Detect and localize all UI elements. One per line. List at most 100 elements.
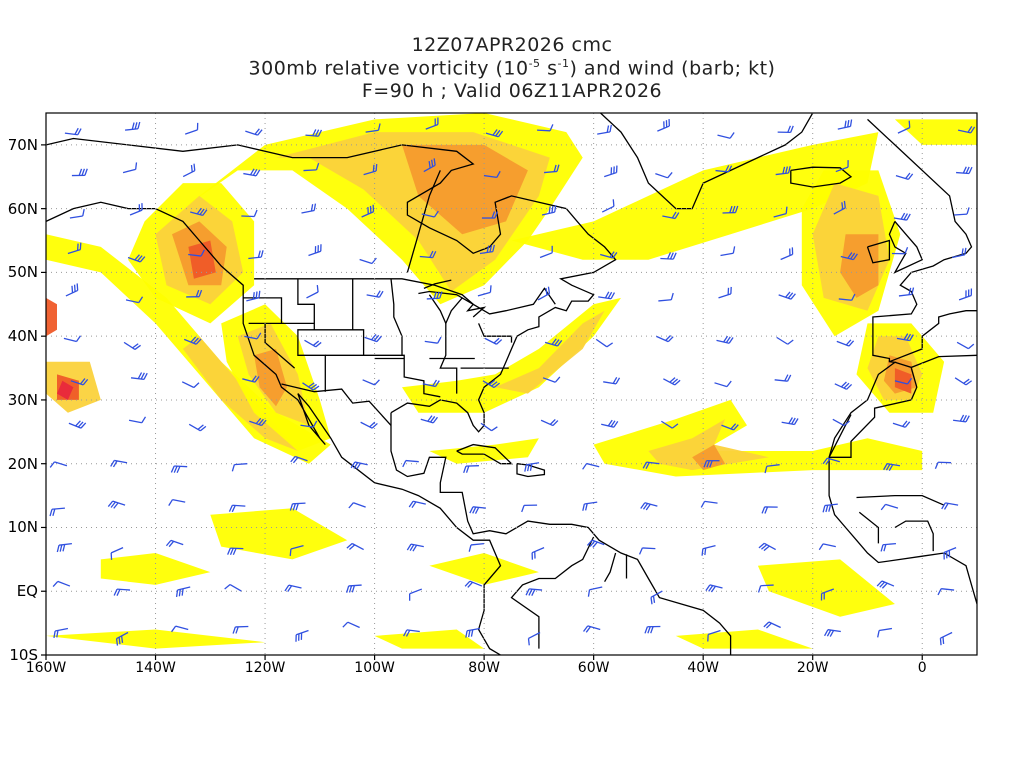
wind-barb-12 [717,132,735,139]
wind-barb-46 [833,200,846,215]
vorticity-contour-35 [46,629,266,649]
wind-barb-172 [701,544,716,556]
wind-barb-92 [716,335,734,344]
coastline-9 [866,239,891,264]
wind-barb-147 [168,499,186,506]
wind-barb-52 [248,250,264,260]
wind-barb-95 [896,333,914,342]
wind-barb-208 [939,631,953,646]
coastline-19 [352,278,441,398]
vorticity-contour-27 [894,368,912,394]
coastline-34 [858,511,880,544]
x-axis-label-2: 120W [244,660,286,676]
wind-barb-29 [775,166,791,176]
wind-barb-77 [778,291,796,300]
wind-barb-18 [122,162,138,174]
wind-barb-6 [365,123,381,133]
wind-barb-63 [891,246,909,255]
wind-barb-195 [171,625,189,633]
wind-barb-128 [953,414,970,423]
coastline-1 [46,137,617,433]
wind-barb-193 [53,627,69,638]
wind-barb-133 [290,455,308,464]
wind-barb-90 [595,338,614,348]
wind-barb-143 [883,463,901,471]
wind-barb-20 [243,168,261,177]
wind-barb-67 [186,289,203,298]
coastline-2 [390,412,732,655]
wind-barb-126 [832,418,850,427]
wind-barb-199 [403,629,420,637]
field-exp-a: -5 [528,57,541,70]
vorticity-contour-23 [894,119,977,145]
wind-barb-13 [777,125,794,134]
wind-barb-182 [346,584,362,593]
wind-barb-30 [835,160,849,173]
grid-lines [46,113,977,655]
wind-barb-22 [363,163,378,176]
wind-barb-180 [224,583,242,592]
wind-barb-161 [56,542,72,553]
x-axis-label-0: 160W [25,660,67,676]
wind-barb-24 [483,170,501,179]
coastline-8 [888,220,924,274]
x-axis-label-3: 100W [354,660,395,676]
wind-barb-178 [113,588,131,596]
field-exp-b: -1 [557,57,570,70]
field-label-a: 300mb relative vorticity (10 [248,57,529,80]
wind-barb-135 [402,459,419,468]
wind-barb-64 [951,247,967,259]
wind-barb-156 [700,500,718,508]
wind-barb-3 [184,122,199,135]
wind-barb-179 [175,586,191,597]
y-axis-label-1: 60N [7,199,38,218]
wind-barb-183 [408,588,423,601]
y-axis-label-2: 50N [7,263,38,282]
wind-barb-119 [420,415,438,424]
wind-barb-163 [165,539,184,548]
wind-barb-177 [52,580,71,588]
y-axis-label-4: 30N [7,390,38,409]
wind-barb-57 [539,245,553,259]
wind-barb-174 [818,543,836,551]
wind-barb-203 [644,625,661,634]
wind-barb-25 [544,164,560,174]
chart-title-valid: F=90 h ; Valid 06Z11APR2026 [361,80,663,102]
coastline-31 [829,367,918,458]
wind-barb-120 [480,422,498,432]
wind-barb-121 [540,418,559,427]
wind-barb-184 [464,580,483,588]
wind-barb-112 [954,377,973,386]
wind-barb-43 [662,211,680,220]
vorticity-contour-34 [757,559,895,617]
wind-barb-102 [362,379,380,386]
wind-barb-164 [227,547,244,556]
wind-barb-9 [537,124,554,132]
chart-title-field: 300mb relative vorticity (10-5 s-1) and … [0,57,1024,79]
wind-barb-33 [69,209,85,219]
wind-barb-40 [481,211,499,219]
wind-barb-72 [477,285,492,297]
wind-barb-35 [190,207,208,217]
wind-barb-150 [348,502,366,509]
wind-barb-146 [107,500,126,509]
x-axis-label-1: 140W [135,660,176,676]
vorticity-shading [46,113,977,649]
wind-barb-37 [301,203,317,214]
wind-barb-157 [761,506,778,514]
vorticity-contour-37 [675,629,813,649]
coastline-36 [510,536,595,649]
wind-barb-142 [822,457,840,465]
wind-barb-171 [638,547,656,555]
field-label-b: s [540,57,558,80]
wind-barb-31 [895,172,914,180]
vorticity-contour-6 [188,240,216,279]
wind-barb-169 [531,547,545,560]
wind-barb-89 [544,338,563,347]
wind-barb-91 [656,335,674,343]
wind-barb-96 [956,341,975,350]
wind-barb-62 [840,252,858,261]
vorticity-contour-14 [57,380,74,400]
wind-barb-76 [718,286,732,299]
